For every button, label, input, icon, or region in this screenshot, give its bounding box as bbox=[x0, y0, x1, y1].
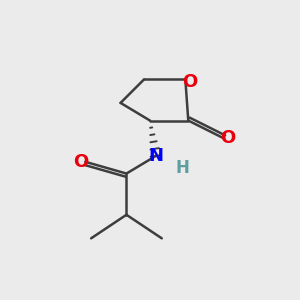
Text: N: N bbox=[148, 147, 164, 165]
Text: O: O bbox=[182, 73, 197, 91]
Text: H: H bbox=[176, 159, 189, 177]
Text: O: O bbox=[73, 153, 88, 171]
Text: O: O bbox=[220, 129, 236, 147]
